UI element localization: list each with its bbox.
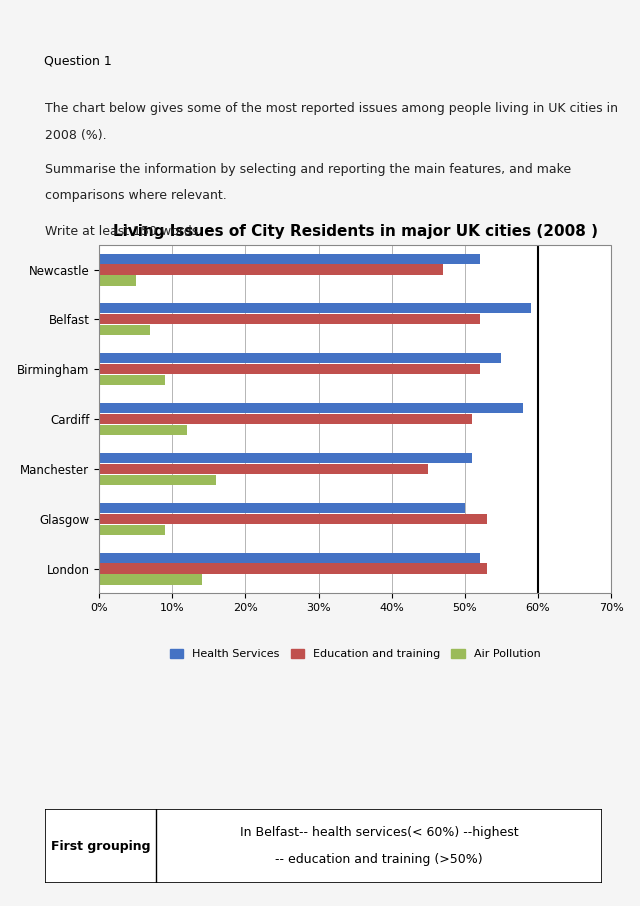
Bar xyxy=(99,265,443,275)
Bar xyxy=(99,275,136,285)
Text: 2008 (%).: 2008 (%). xyxy=(45,129,106,141)
Bar xyxy=(99,453,472,463)
Bar xyxy=(99,564,487,573)
Text: Question 1: Question 1 xyxy=(44,54,111,67)
Text: comparisons where relevant.: comparisons where relevant. xyxy=(45,189,227,202)
Legend: Health Services, Education and training, Air Pollution: Health Services, Education and training,… xyxy=(166,644,545,664)
Bar xyxy=(99,425,187,435)
Bar xyxy=(99,304,531,313)
Bar xyxy=(99,475,216,485)
Text: -- education and training (>50%): -- education and training (>50%) xyxy=(275,853,483,866)
Bar xyxy=(99,314,479,324)
Bar xyxy=(99,403,524,413)
Text: First grouping: First grouping xyxy=(51,840,150,853)
Text: Write at least 150 words.: Write at least 150 words. xyxy=(45,225,202,237)
Bar xyxy=(99,364,479,374)
Title: Living Issues of City Residents in major UK cities (2008 ): Living Issues of City Residents in major… xyxy=(113,225,598,239)
Bar xyxy=(99,375,165,385)
Text: The chart below gives some of the most reported issues among people living in UK: The chart below gives some of the most r… xyxy=(45,102,618,115)
Bar xyxy=(99,254,479,264)
Bar xyxy=(99,414,472,424)
Bar xyxy=(99,525,165,535)
Text: In Belfast-- health services(< 60%) --highest: In Belfast-- health services(< 60%) --hi… xyxy=(239,826,518,839)
Bar xyxy=(99,514,487,524)
Bar xyxy=(99,353,502,363)
Bar xyxy=(99,574,202,584)
Text: Summarise the information by selecting and reporting the main features, and make: Summarise the information by selecting a… xyxy=(45,163,571,176)
Bar xyxy=(99,325,150,335)
Bar xyxy=(99,464,428,474)
Bar xyxy=(99,553,479,563)
Bar xyxy=(99,503,465,513)
